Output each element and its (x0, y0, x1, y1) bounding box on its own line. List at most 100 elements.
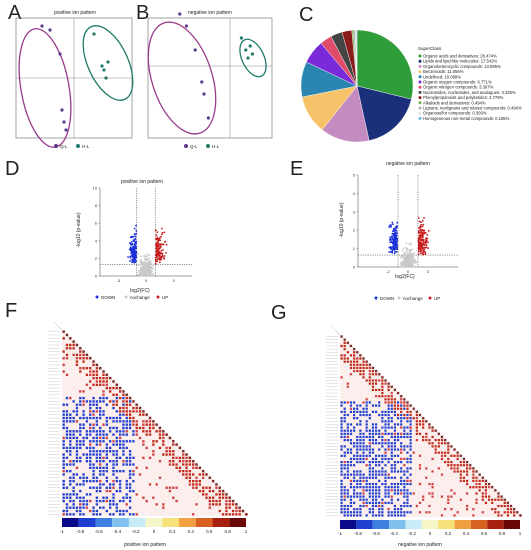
heatmap-cell (135, 412, 139, 417)
pie-legend-marker (418, 59, 422, 63)
volcano-point-down (390, 236, 393, 238)
heatmap-marker (72, 479, 75, 483)
heatmap-cell (68, 349, 73, 354)
heatmap-cell (68, 456, 73, 460)
heatmap-cell (108, 436, 112, 440)
volcano-point-down (130, 251, 133, 253)
heatmap-marker (128, 400, 132, 403)
heatmap-cell (421, 429, 425, 433)
heatmap-marker (72, 410, 75, 413)
heatmap-cell (339, 363, 344, 367)
volcano-point-nochange (145, 267, 148, 270)
heatmap-cell (111, 446, 116, 450)
heatmap-marker (393, 426, 397, 429)
heatmap-marker (188, 469, 192, 473)
pca-point (92, 32, 96, 36)
heatmap-marker (437, 445, 440, 448)
heatmap-cell (121, 436, 126, 440)
pca-point (48, 28, 52, 32)
heatmap-cell (339, 407, 344, 411)
heatmap-cell (343, 447, 347, 452)
heatmap-marker (346, 382, 349, 385)
heatmap-cell (68, 373, 73, 377)
heatmap-marker (365, 426, 368, 429)
heatmap-marker (99, 376, 102, 380)
heatmap-cell (121, 482, 126, 487)
heatmap-cell (61, 476, 66, 480)
heatmap-marker (384, 442, 387, 445)
heatmap-marker (138, 426, 142, 430)
heatmap-marker (65, 343, 69, 347)
heatmap-cell (148, 462, 152, 467)
heatmap-marker (409, 435, 412, 439)
heatmap-cell (158, 499, 162, 503)
heatmap-marker (381, 395, 384, 398)
heatmap-marker (400, 407, 403, 410)
heatmap-cell (141, 436, 146, 440)
heatmap-cell (98, 446, 102, 450)
heatmap-marker (125, 456, 128, 460)
heatmap-cell (141, 462, 146, 467)
heatmap-marker (374, 404, 378, 407)
heatmap-marker (225, 506, 228, 509)
heatmap-marker (211, 489, 215, 493)
heatmap-marker (92, 453, 95, 456)
heatmap-marker (172, 456, 175, 460)
heatmap-cell (101, 509, 106, 513)
heatmap-marker (371, 451, 375, 454)
volcano-point-up (161, 231, 164, 234)
heatmap-marker (343, 435, 346, 439)
volcano-point-nochange (412, 261, 415, 264)
heatmap-cell (358, 407, 363, 411)
heatmap-marker (390, 398, 393, 401)
heatmap-cell (68, 489, 73, 493)
volcano-point-nochange (152, 272, 155, 275)
heatmap-marker (135, 433, 138, 436)
heatmap-marker (95, 436, 99, 440)
heatmap-marker (99, 499, 102, 503)
heatmap-marker (387, 413, 390, 417)
heatmap-cell (125, 452, 129, 457)
colorbar-tick-label: -1 (60, 529, 64, 534)
y-tick-label: 1 (353, 246, 356, 251)
heatmap-cell (396, 394, 400, 398)
heatmap-cell (78, 486, 82, 490)
volcano-point-nochange (150, 265, 153, 268)
pie-legend-label: Phenylpropanoids and polyketides: 2.779% (423, 95, 504, 100)
heatmap-cell (141, 486, 146, 490)
heatmap-marker (235, 506, 238, 509)
pie-legend-label: Organoheterocyclic compounds: 13.995% (423, 64, 501, 69)
heatmap-marker (384, 410, 387, 413)
heatmap-cell (349, 347, 353, 351)
heatmap-cell (383, 407, 388, 411)
heatmap-cell (101, 446, 106, 450)
volcano-point-up (423, 244, 426, 247)
heatmap-marker (122, 443, 125, 446)
heatmap-cell (65, 476, 69, 480)
heatmap-marker (125, 426, 128, 430)
heatmap-cell (418, 441, 422, 445)
volcano-point-up (154, 229, 157, 232)
heatmap-marker (65, 436, 69, 440)
heatmap-cell (135, 502, 139, 507)
heatmap-cell (151, 446, 156, 450)
heatmap-cell (154, 436, 159, 440)
heatmap-cell (78, 479, 82, 483)
heatmap-cell (71, 456, 76, 460)
heatmap-marker (132, 433, 135, 436)
legend-ql-label: Q-L (190, 144, 198, 149)
heatmap-cell (121, 505, 126, 510)
heatmap-marker (349, 363, 353, 366)
heatmap-cell (135, 439, 139, 443)
heatmap-cell (115, 482, 119, 487)
heatmap-cell (211, 509, 215, 513)
pie-legend-marker (418, 116, 422, 120)
heatmap-cell (171, 492, 175, 497)
heatmap-marker (215, 503, 218, 506)
heatmap-cell (194, 509, 199, 513)
colorbar-swatch (145, 518, 163, 527)
heatmap-marker (195, 479, 198, 483)
heatmap-marker (85, 453, 89, 456)
heatmap-cell (148, 492, 152, 497)
heatmap-cell (343, 425, 347, 430)
